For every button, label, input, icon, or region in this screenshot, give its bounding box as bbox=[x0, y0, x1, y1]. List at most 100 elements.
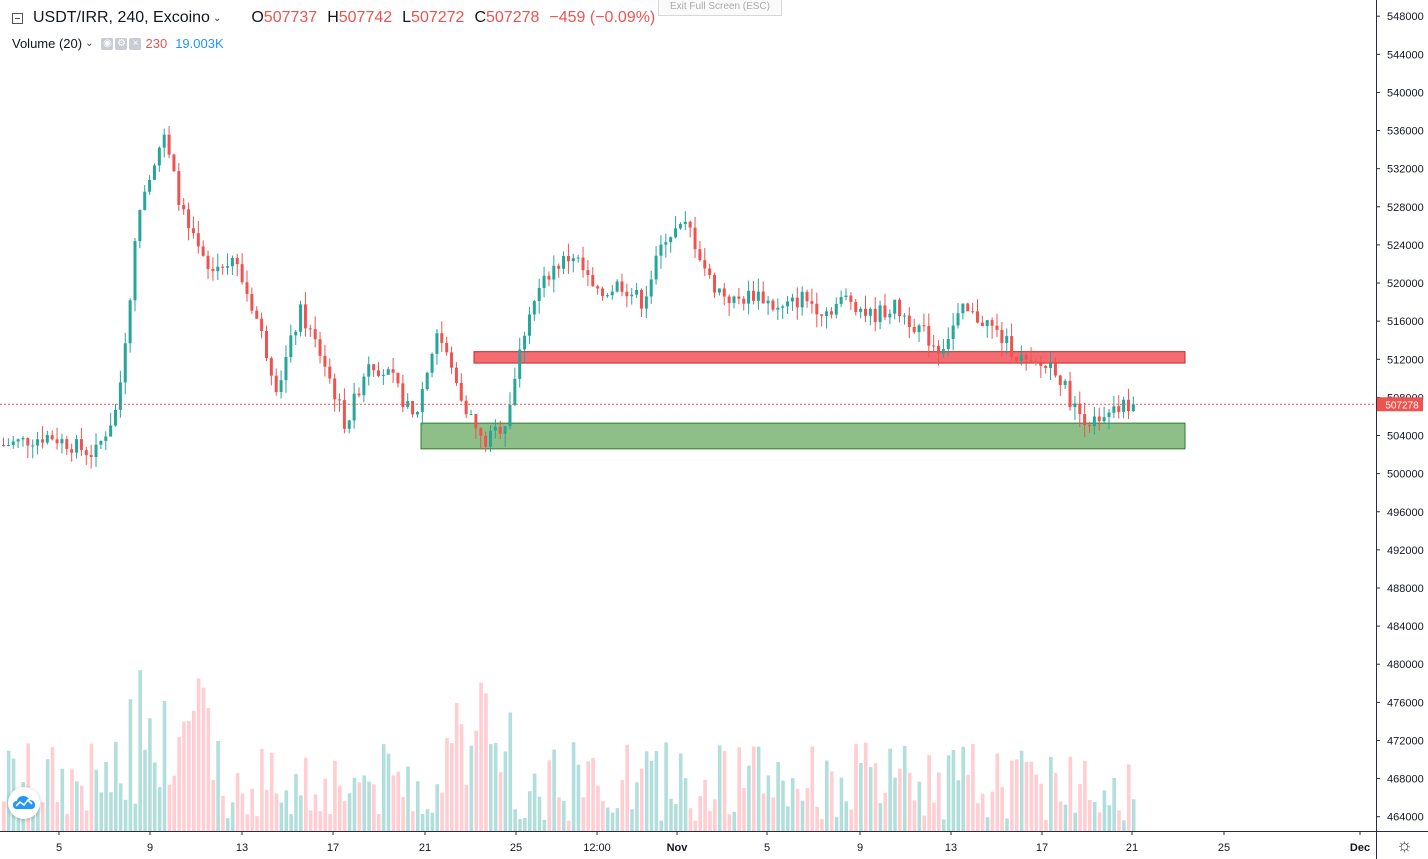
volume-bar bbox=[372, 784, 376, 831]
candle bbox=[562, 255, 566, 269]
price-tick-label: 468000 bbox=[1387, 774, 1424, 786]
volume-bar bbox=[381, 744, 386, 831]
volume-bar bbox=[581, 797, 586, 831]
volume-value: 230 bbox=[145, 36, 168, 51]
collapse-icon[interactable] bbox=[12, 12, 23, 24]
candle bbox=[1014, 356, 1018, 361]
candle bbox=[79, 439, 83, 451]
candle bbox=[372, 364, 376, 371]
volume-bar bbox=[995, 753, 1000, 831]
time-tick-label: 5 bbox=[764, 842, 770, 854]
volume-bar bbox=[508, 712, 513, 831]
gear-icon[interactable]: ⚙ bbox=[115, 37, 128, 50]
symbol-title[interactable]: USDT/IRR, 240, Excoino bbox=[33, 9, 210, 26]
candle bbox=[513, 378, 517, 405]
candle bbox=[357, 393, 361, 396]
volume-bar bbox=[60, 768, 65, 831]
time-tick-label: Dec bbox=[1350, 842, 1370, 854]
volume-bar bbox=[216, 740, 220, 831]
volume-bar bbox=[128, 699, 133, 831]
volume-bar bbox=[401, 797, 405, 831]
volume-bar bbox=[493, 742, 498, 831]
low-value: 507272 bbox=[411, 9, 465, 26]
exit-fullscreen-button[interactable]: Exit Full Screen (ESC) bbox=[658, 0, 782, 16]
candle bbox=[795, 297, 799, 308]
candle bbox=[260, 318, 264, 331]
candle bbox=[766, 300, 770, 304]
candle bbox=[771, 300, 775, 310]
candle bbox=[669, 237, 673, 243]
volume-bar bbox=[839, 777, 844, 831]
volume-bar bbox=[1102, 790, 1107, 831]
candle bbox=[971, 311, 975, 313]
candle bbox=[625, 291, 629, 297]
candle bbox=[635, 290, 639, 295]
candle bbox=[586, 270, 590, 276]
candle bbox=[902, 315, 906, 317]
volume-bar bbox=[620, 780, 625, 831]
candle bbox=[50, 435, 54, 440]
volume-bar bbox=[537, 796, 542, 831]
candle bbox=[1039, 363, 1043, 367]
volume-bar bbox=[459, 724, 464, 831]
candle bbox=[630, 294, 634, 297]
volume-bar bbox=[1107, 805, 1112, 831]
volume-bar bbox=[649, 760, 654, 831]
gear-icon[interactable]: ☼ bbox=[1396, 835, 1413, 855]
candle bbox=[966, 303, 970, 312]
volume-bar bbox=[937, 772, 941, 831]
volume-bar bbox=[527, 791, 532, 831]
candle bbox=[781, 306, 785, 308]
eye-icon[interactable]: ◉ bbox=[101, 37, 114, 50]
volume-label[interactable]: Volume (20) bbox=[12, 36, 83, 51]
volume-bar bbox=[425, 809, 430, 831]
price-tick-label: 500000 bbox=[1387, 469, 1424, 481]
chevron-down-icon[interactable]: ⌄ bbox=[212, 12, 222, 24]
candle bbox=[386, 369, 390, 375]
volume-bar bbox=[810, 746, 815, 831]
candle bbox=[805, 291, 809, 302]
volume-bar bbox=[605, 807, 610, 831]
candle bbox=[659, 244, 663, 256]
candle bbox=[888, 313, 892, 318]
candle bbox=[898, 299, 902, 317]
chevron-down-icon[interactable]: ⌄ bbox=[85, 38, 94, 49]
candle bbox=[829, 311, 833, 315]
volume-bar bbox=[450, 743, 454, 831]
volume-bar bbox=[99, 792, 103, 831]
candle bbox=[191, 228, 195, 234]
candle bbox=[187, 209, 191, 229]
candle bbox=[620, 281, 624, 292]
candle bbox=[1073, 403, 1077, 408]
candle bbox=[844, 295, 848, 298]
candle bbox=[60, 439, 64, 444]
candle bbox=[878, 305, 882, 323]
cloud-icon bbox=[13, 796, 35, 809]
candle bbox=[654, 255, 658, 280]
volume-bar bbox=[445, 738, 449, 831]
candle bbox=[381, 374, 385, 376]
volume-bar bbox=[386, 753, 391, 831]
volume-bar bbox=[722, 751, 727, 831]
price-tick-label: 544000 bbox=[1387, 49, 1424, 61]
volume-bar bbox=[143, 749, 147, 831]
volume-bar bbox=[79, 785, 84, 831]
volume-bar bbox=[825, 760, 829, 831]
volume-legend: Volume (20) ⌄ ◉ ⚙ × 230 19.003K bbox=[12, 36, 224, 51]
volume-bar bbox=[961, 746, 965, 831]
candle bbox=[980, 322, 984, 327]
close-icon[interactable]: × bbox=[129, 37, 142, 50]
candle bbox=[839, 297, 843, 304]
volume-bar bbox=[279, 802, 284, 831]
candle bbox=[907, 315, 911, 327]
close-value: 507278 bbox=[486, 9, 540, 26]
volume-bar bbox=[323, 778, 328, 831]
price-tick-label: 464000 bbox=[1387, 812, 1424, 824]
last-price-label: 507278 bbox=[1385, 400, 1419, 411]
candle bbox=[976, 311, 979, 323]
volume-bar bbox=[883, 792, 888, 831]
volume-bar bbox=[532, 773, 537, 831]
tradingview-logo-icon[interactable] bbox=[8, 787, 40, 819]
candle bbox=[708, 268, 712, 275]
